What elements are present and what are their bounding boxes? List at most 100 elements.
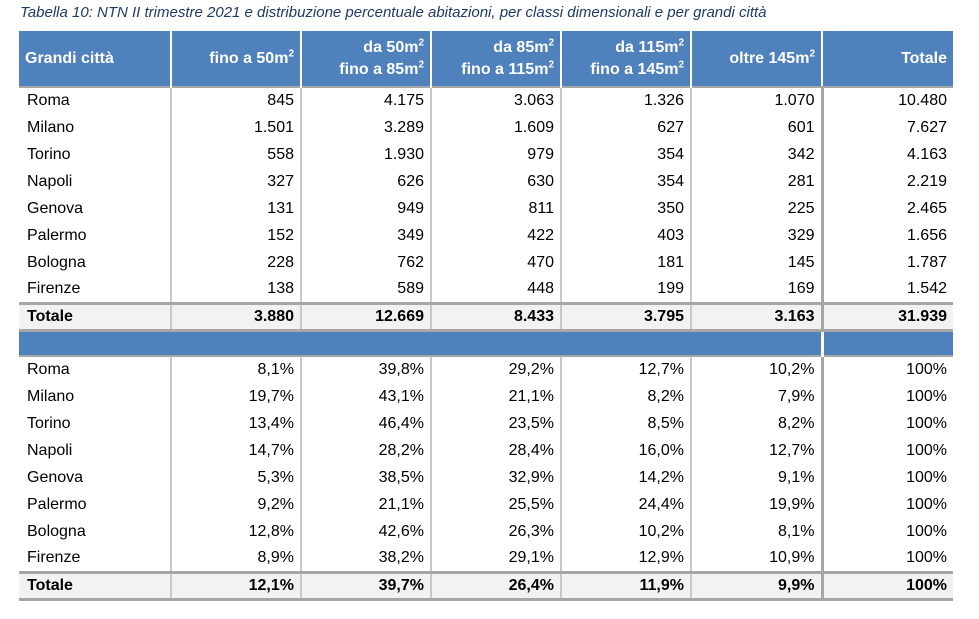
row-label: Torino xyxy=(27,145,71,163)
total-cell: 2.465 xyxy=(820,195,953,222)
value-cell: 43,1% xyxy=(300,383,431,410)
table-row: Genova 5,3% 38,5% 32,9% 14,2% 9,1% 100% xyxy=(19,464,953,491)
value-cell: 26,3% xyxy=(430,518,561,545)
value-cell: 342 xyxy=(690,141,822,168)
header-over-145: oltre 145m2 xyxy=(690,31,822,87)
value-cell: 349 xyxy=(300,222,431,249)
value-cell: 949 xyxy=(300,195,431,222)
total-row: Totale 12,1% 39,7% 26,4% 11,9% 9,9% 100% xyxy=(19,570,953,601)
value-cell: 199 xyxy=(560,276,691,303)
header-up-to-50: fino a 50m2 xyxy=(170,31,301,87)
row-label: Milano xyxy=(27,118,75,136)
table-caption: Tabella 10: NTN II trimestre 2021 e dist… xyxy=(20,4,767,21)
value-cell: 19,7% xyxy=(170,383,301,410)
table-row: Milano 19,7% 43,1% 21,1% 8,2% 7,9% 100% xyxy=(19,383,953,410)
row-label: Genova xyxy=(27,199,84,217)
value-cell: 627 xyxy=(560,114,691,141)
value-cell: 979 xyxy=(430,141,561,168)
value-cell: 9,2% xyxy=(170,491,301,518)
value-cell: 38,5% xyxy=(300,464,431,491)
value-cell: 811 xyxy=(430,195,561,222)
table-row: Firenze 8,9% 38,2% 29,1% 12,9% 10,9% 100% xyxy=(19,545,953,572)
value-cell: 25,5% xyxy=(430,491,561,518)
value-cell: 9,9% xyxy=(690,570,822,601)
value-cell: 8,5% xyxy=(560,410,691,437)
header-50-85: da 50m2 fino a 85m2 xyxy=(300,31,431,87)
row-label: Bologna xyxy=(27,253,86,271)
total-row: Totale 3.880 12.669 8.433 3.795 3.163 31.939 xyxy=(19,301,953,332)
value-cell: 9,1% xyxy=(690,464,822,491)
value-cell: 39,8% xyxy=(300,355,431,383)
header-row: Grandi città fino a 50m2 da 50m2 fino a 8… xyxy=(19,31,953,87)
value-cell: 8,1% xyxy=(690,518,822,545)
value-cell: 327 xyxy=(170,168,301,195)
value-cell: 169 xyxy=(690,276,822,303)
value-cell: 845 xyxy=(170,86,301,114)
value-cell: 354 xyxy=(560,168,691,195)
value-cell: 10,2% xyxy=(560,518,691,545)
value-cell: 3.163 xyxy=(690,301,822,332)
value-cell: 3.795 xyxy=(560,301,691,332)
table-row: Napoli 14,7% 28,2% 28,4% 16,0% 12,7% 100% xyxy=(19,437,953,464)
value-cell: 422 xyxy=(430,222,561,249)
value-cell: 13,4% xyxy=(170,410,301,437)
row-label: Napoli xyxy=(27,441,73,459)
total-cell: 100% xyxy=(820,518,953,545)
header-85-115: da 85m2 fino a 115m2 xyxy=(430,31,561,87)
total-cell: 31.939 xyxy=(820,301,953,332)
data-table: Grandi città fino a 50m2 da 50m2 fino a 8… xyxy=(19,31,953,601)
table-row: Torino 13,4% 46,4% 23,5% 8,5% 8,2% 100% xyxy=(19,410,953,437)
table-row: Palermo 9,2% 21,1% 25,5% 24,4% 19,9% 100% xyxy=(19,491,953,518)
value-cell: 281 xyxy=(690,168,822,195)
row-label: Genova xyxy=(27,468,84,486)
value-cell: 29,1% xyxy=(430,545,561,572)
table-row: Roma 8,1% 39,8% 29,2% 12,7% 10,2% 100% xyxy=(19,355,953,383)
value-cell: 1.930 xyxy=(300,141,431,168)
value-cell: 350 xyxy=(560,195,691,222)
value-cell: 23,5% xyxy=(430,410,561,437)
table-row: Milano 1.501 3.289 1.609 627 601 7.627 xyxy=(19,114,953,141)
value-cell: 8,2% xyxy=(560,383,691,410)
value-cell: 762 xyxy=(300,249,431,276)
value-cell: 138 xyxy=(170,276,301,303)
total-cell: 100% xyxy=(820,410,953,437)
total-cell: 1.542 xyxy=(820,276,953,303)
value-cell: 8.433 xyxy=(430,301,561,332)
value-cell: 12,7% xyxy=(690,437,822,464)
value-cell: 10,9% xyxy=(690,545,822,572)
value-cell: 403 xyxy=(560,222,691,249)
table-row: Bologna 228 762 470 181 145 1.787 xyxy=(19,249,953,276)
value-cell: 626 xyxy=(300,168,431,195)
value-cell: 21,1% xyxy=(430,383,561,410)
value-cell: 448 xyxy=(430,276,561,303)
table-header: Grandi città fino a 50m2 da 50m2 fino a 8… xyxy=(19,31,953,87)
row-label: Palermo xyxy=(27,495,87,513)
value-cell: 8,9% xyxy=(170,545,301,572)
value-cell: 601 xyxy=(690,114,822,141)
value-cell: 46,4% xyxy=(300,410,431,437)
value-cell: 42,6% xyxy=(300,518,431,545)
value-cell: 354 xyxy=(560,141,691,168)
value-cell: 1.501 xyxy=(170,114,301,141)
value-cell: 38,2% xyxy=(300,545,431,572)
value-cell: 11,9% xyxy=(560,570,691,601)
value-cell: 39,7% xyxy=(300,570,431,601)
total-cell: 100% xyxy=(820,545,953,572)
total-cell: 7.627 xyxy=(820,114,953,141)
value-cell: 29,2% xyxy=(430,355,561,383)
value-cell: 181 xyxy=(560,249,691,276)
band-cell xyxy=(19,330,822,356)
section-band xyxy=(19,330,953,356)
value-cell: 21,1% xyxy=(300,491,431,518)
value-cell: 225 xyxy=(690,195,822,222)
band-cell xyxy=(820,330,953,356)
row-label: Torino xyxy=(27,414,71,432)
value-cell: 14,2% xyxy=(560,464,691,491)
value-cell: 152 xyxy=(170,222,301,249)
value-cell: 10,2% xyxy=(690,355,822,383)
total-cell: 4.163 xyxy=(820,141,953,168)
value-cell: 12,8% xyxy=(170,518,301,545)
row-label: Firenze xyxy=(27,279,81,297)
row-label: Totale xyxy=(19,570,171,601)
value-cell: 14,7% xyxy=(170,437,301,464)
